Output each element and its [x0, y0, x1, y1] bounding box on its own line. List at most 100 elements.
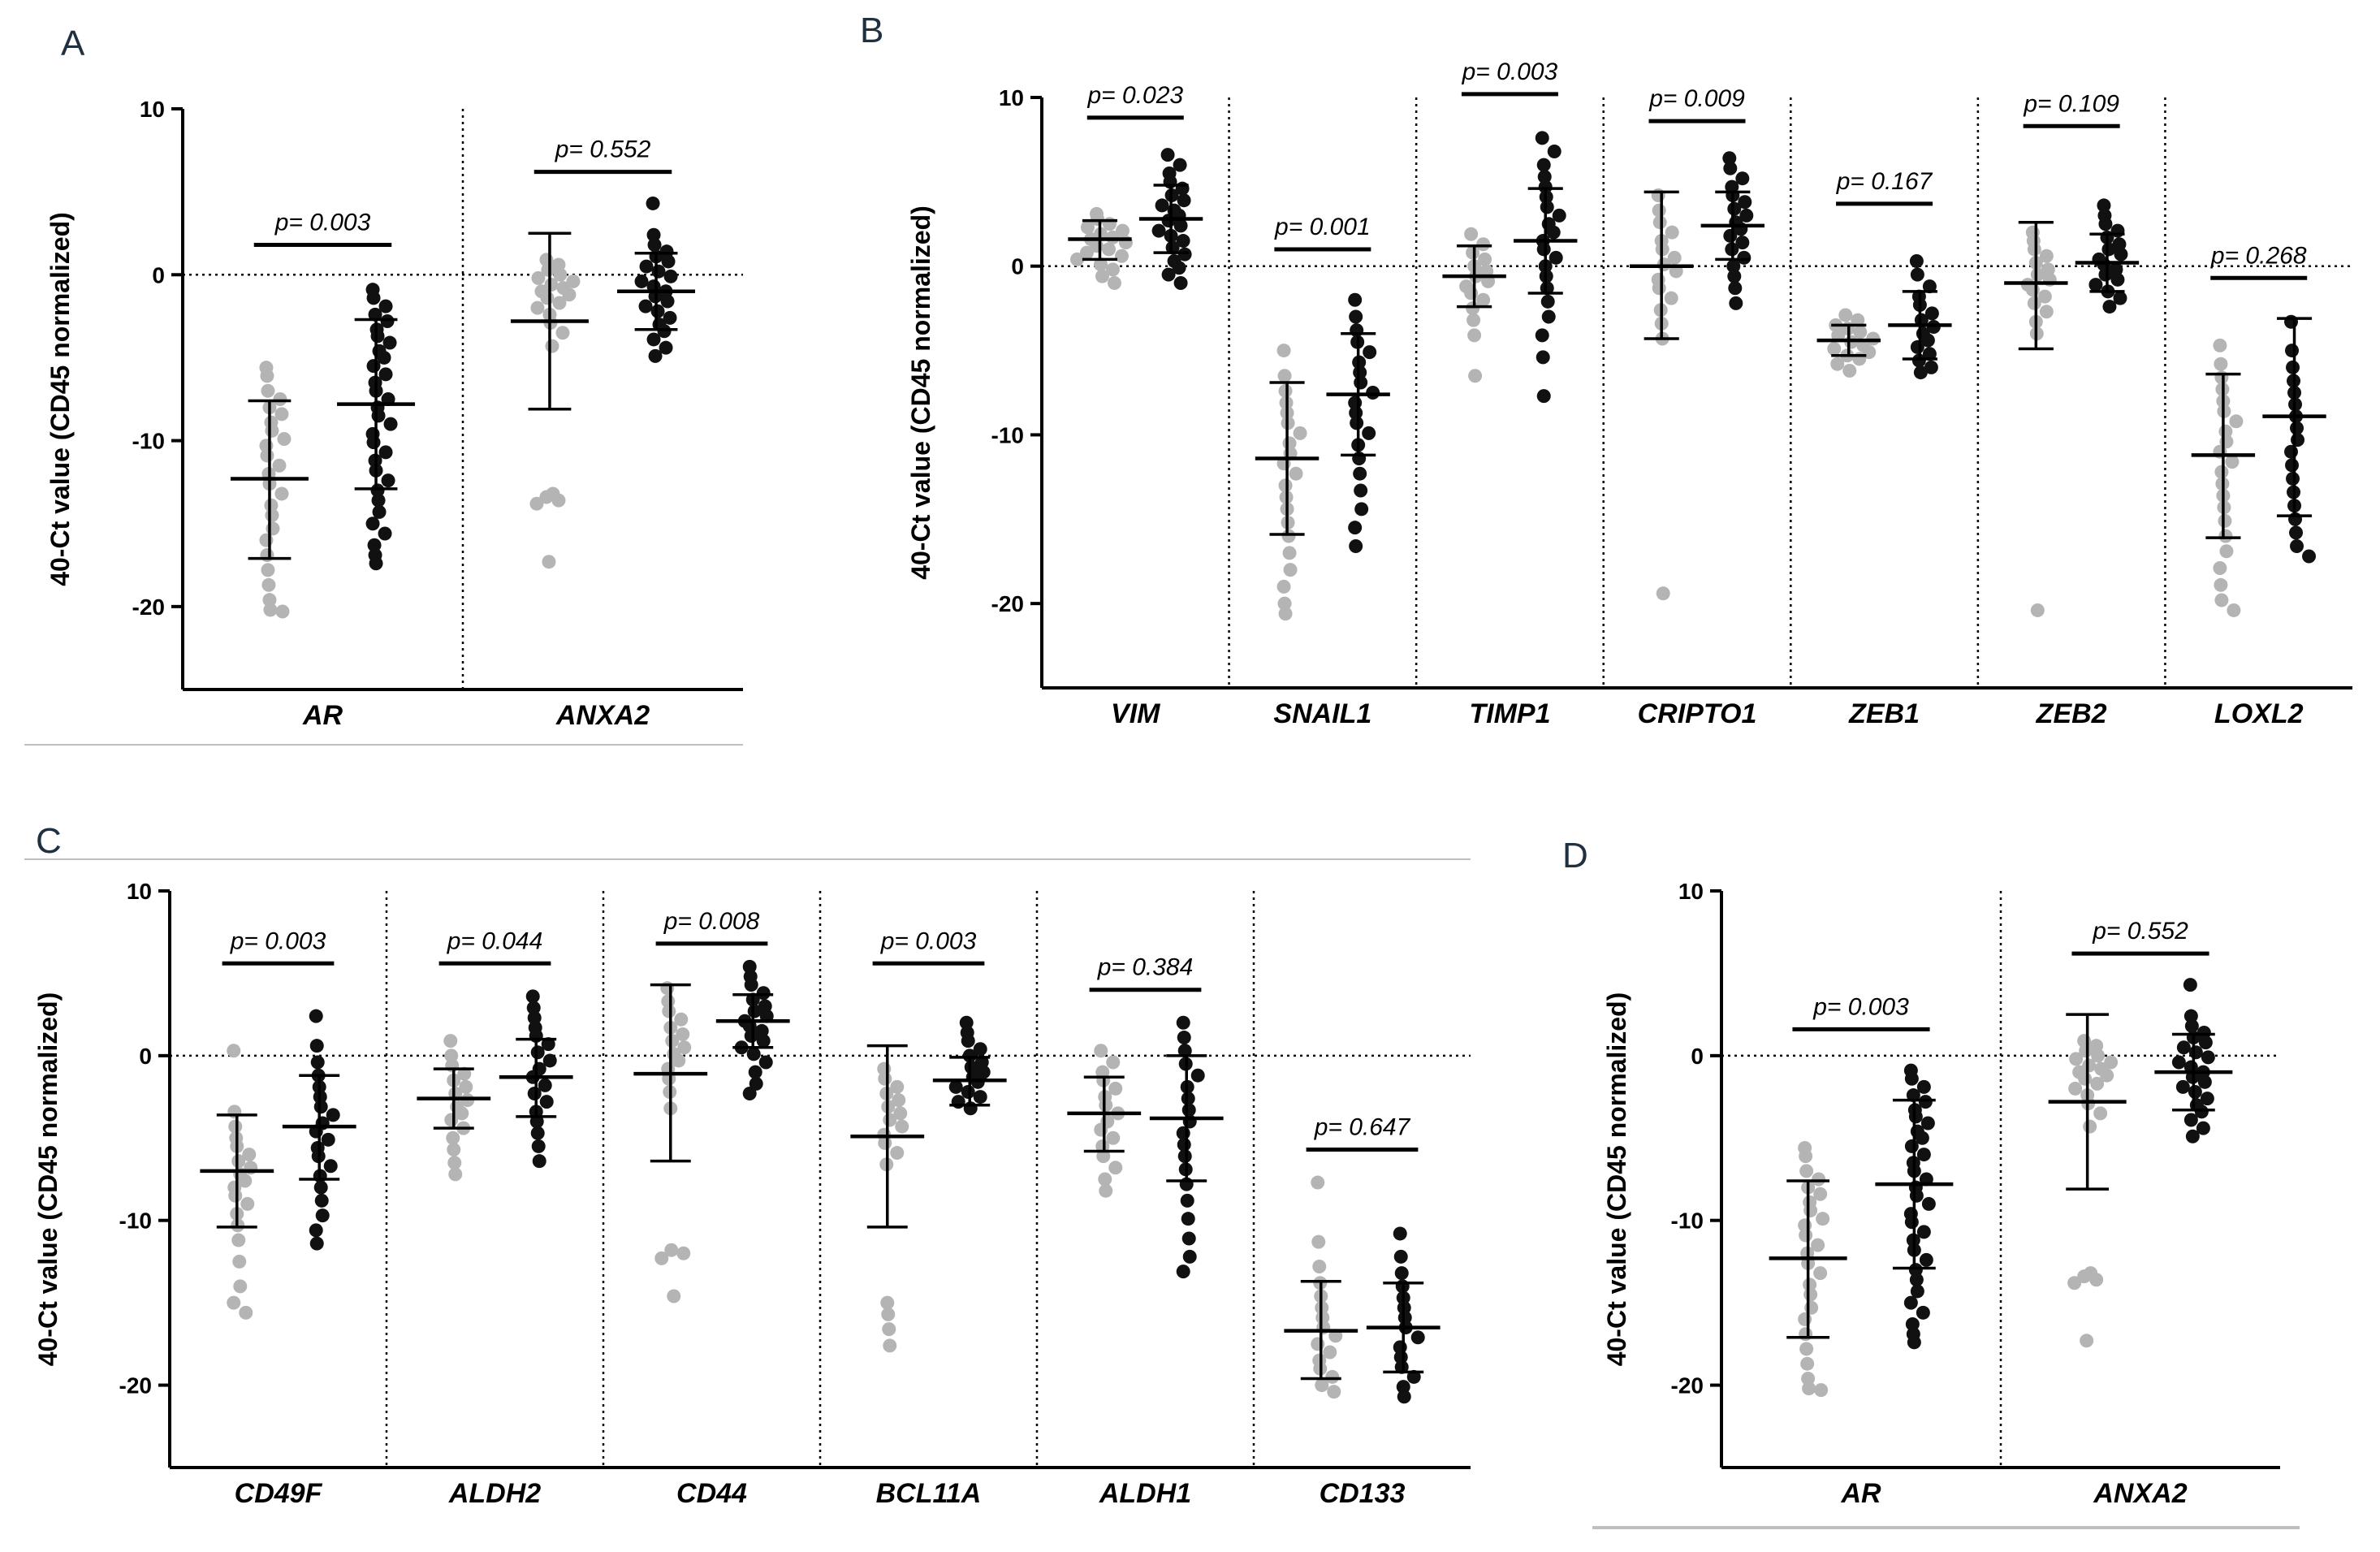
y-axis-title: 40-Ct value (CD45 normalized)	[45, 212, 75, 586]
data-point-group1	[1281, 529, 1296, 543]
gene-group-zeb1: ZEB1 p= 0.167	[1790, 97, 1952, 729]
data-point-group1	[1799, 1149, 1813, 1164]
y-tick-label: -20	[991, 591, 1024, 616]
data-point-group1	[2213, 338, 2227, 352]
data-point-group1	[2214, 577, 2228, 592]
data-point-group1	[2077, 1269, 2092, 1284]
data-point-group2	[1915, 1130, 1929, 1145]
p-value-label: p= 0.003	[1462, 58, 1558, 85]
data-point-group2	[1909, 1273, 1924, 1287]
data-point-group2	[756, 986, 771, 1001]
data-point-group1	[2030, 603, 2045, 617]
y-axis-title: 40-Ct value (CD45 normalized)	[1602, 992, 1631, 1367]
data-point-group2	[639, 259, 654, 274]
data-point-group1	[1813, 1266, 1828, 1281]
data-point-group2	[313, 1180, 328, 1195]
data-point-group1	[1315, 1378, 1329, 1393]
data-point-group2	[313, 1100, 328, 1114]
data-point-group2	[1172, 261, 1186, 275]
data-point-group2	[1540, 281, 1554, 296]
panel-c: C 10 0 -10 -20 40-Ct value (CD45 normalized) C…	[24, 821, 1471, 1509]
gene-group-aldh2: ALDH2 p= 0.044	[385, 891, 573, 1509]
data-point-group2	[382, 335, 397, 350]
data-point-group2	[948, 1079, 963, 1094]
data-point-group1	[1093, 257, 1108, 272]
data-point-group2	[1538, 179, 1553, 194]
p-value-label: p= 0.647	[1314, 1113, 1411, 1140]
data-point-group2	[1924, 360, 1938, 374]
data-point-group1	[1814, 1383, 1829, 1398]
data-point-group2	[378, 299, 393, 313]
data-point-group2	[310, 1055, 325, 1070]
p-value-label: p= 0.003	[880, 927, 977, 954]
gene-group-cd133: CD133 p= 0.647	[1252, 891, 1441, 1509]
data-point-group2	[370, 483, 385, 498]
x-category-label: ALDH2	[448, 1478, 541, 1509]
data-point-group2	[1177, 193, 1191, 208]
data-point-group1	[260, 548, 274, 563]
data-point-group1	[2229, 414, 2244, 429]
data-point-group2	[1907, 1335, 1921, 1350]
data-point-group2	[1910, 267, 1924, 282]
p-value-label: p= 0.003	[230, 927, 326, 954]
data-point-group2	[756, 1034, 771, 1048]
data-point-group1	[553, 267, 568, 282]
data-point-group1	[1114, 249, 1129, 263]
data-point-group2	[2285, 344, 2300, 358]
data-point-group2	[2285, 458, 2300, 473]
data-point-group1	[2091, 1048, 2106, 1063]
data-point-group2	[366, 291, 381, 305]
data-point-group2	[1353, 466, 1367, 481]
data-point-group2	[383, 417, 398, 431]
data-point-group2	[1165, 240, 1180, 255]
data-point-group2	[1552, 208, 1566, 223]
data-point-group2	[1406, 1369, 1421, 1384]
data-point-group2	[365, 517, 380, 531]
data-point-group1	[227, 1105, 242, 1119]
p-value-label: p= 0.552	[555, 136, 651, 163]
data-point-group2	[1726, 259, 1741, 274]
data-point-group2	[1181, 1231, 1196, 1246]
y-tick-label: 10	[127, 879, 152, 904]
data-point-group1	[448, 1167, 463, 1182]
data-point-group1	[1098, 1172, 1112, 1187]
data-point-group2	[1546, 225, 1561, 240]
p-value-label: p= 0.384	[1097, 954, 1194, 981]
data-point-group2	[1918, 1095, 1933, 1109]
data-point-group2	[1921, 1196, 1936, 1211]
p-value-label: p= 0.023	[1086, 82, 1183, 109]
data-point-group1	[447, 1156, 462, 1170]
data-point-group2	[369, 556, 383, 571]
data-point-group1	[1466, 313, 1481, 327]
data-point-group2	[1177, 1031, 1191, 1045]
panel-letter: D	[1562, 836, 1588, 875]
y-tick-label: -20	[132, 594, 165, 620]
data-point-group2	[372, 504, 387, 519]
data-point-group1	[1277, 369, 1292, 383]
data-point-group1	[1069, 252, 1084, 266]
data-point-group1	[2219, 544, 2234, 559]
y-tick-label: -20	[119, 1373, 152, 1399]
gene-group-bcl11a: BCL11A p= 0.003	[819, 891, 1007, 1509]
data-point-group1	[231, 1233, 246, 1247]
data-point-group2	[2098, 267, 2113, 282]
data-point-group2	[1919, 1252, 1933, 1267]
gene-group-cd44: CD44 p= 0.008	[602, 891, 790, 1509]
data-point-group2	[1354, 502, 1369, 517]
data-point-group1	[240, 1196, 255, 1211]
data-point-group2	[1723, 228, 1738, 243]
data-point-group1	[1838, 308, 1853, 322]
data-point-group1	[447, 1142, 461, 1156]
y-axis-title: 40-Ct value (CD45 normalized)	[33, 992, 63, 1367]
data-point-group1	[2214, 357, 2228, 371]
data-point-group1	[1842, 363, 1857, 378]
data-point-group1	[265, 508, 279, 522]
data-point-group1	[2041, 262, 2055, 277]
data-point-group2	[367, 538, 382, 552]
panel-letter: C	[36, 821, 62, 861]
data-point-group2	[647, 238, 662, 253]
data-point-group1	[242, 1148, 257, 1162]
data-point-group1	[2079, 1044, 2093, 1058]
data-point-group2	[529, 1114, 544, 1129]
data-point-group1	[2082, 1058, 2097, 1073]
